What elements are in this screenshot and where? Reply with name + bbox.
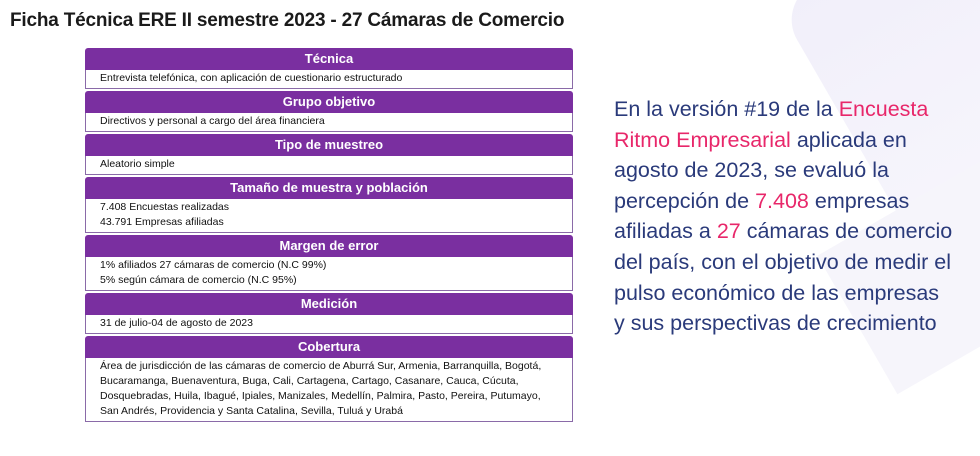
section-tipo-muestreo: Tipo de muestreo Aleatorio simple — [85, 134, 573, 175]
section-body: Entrevista telefónica, con aplicación de… — [85, 70, 573, 89]
section-body: Aleatorio simple — [85, 156, 573, 175]
summary-highlight-chambers: 27 — [716, 219, 741, 244]
section-line: Directivos y personal a cargo del área f… — [100, 115, 325, 127]
section-line: 1% afiliados 27 cámaras de comercio (N.C… — [100, 259, 327, 271]
section-body: Área de jurisdicción de las cámaras de c… — [85, 358, 573, 422]
ficha-tecnica-table: Técnica Entrevista telefónica, con aplic… — [85, 48, 573, 424]
section-header: Tipo de muestreo — [85, 134, 573, 156]
section-line: 5% según cámara de comercio (N.C 95%) — [100, 274, 297, 286]
section-header: Técnica — [85, 48, 573, 70]
section-header: Tamaño de muestra y población — [85, 177, 573, 199]
summary-text: empresas afiliadas a — [614, 188, 910, 244]
section-line: Área de jurisdicción de las cámaras de c… — [100, 360, 542, 417]
summary-text: cámaras de comercio del país, con el obj… — [614, 219, 953, 336]
section-medicion: Medición 31 de julio-04 de agosto de 202… — [85, 293, 573, 334]
section-body: Directivos y personal a cargo del área f… — [85, 113, 573, 132]
summary-text: aplicada en agosto de 2023, se evaluó la… — [614, 127, 907, 213]
section-tecnica: Técnica Entrevista telefónica, con aplic… — [85, 48, 573, 89]
section-line: Entrevista telefónica, con aplicación de… — [100, 72, 403, 84]
section-body: 1% afiliados 27 cámaras de comercio (N.C… — [85, 257, 573, 291]
section-cobertura: Cobertura Área de jurisdicción de las cá… — [85, 336, 573, 422]
summary-paragraph: En la versión #19 de la Encuesta Ritmo E… — [614, 94, 954, 339]
summary-highlight-count: 7.408 — [755, 188, 809, 213]
section-line: 43.791 Empresas afiliadas — [100, 216, 224, 228]
summary-text: En la versión #19 de la — [614, 97, 833, 121]
section-header: Medición — [85, 293, 573, 315]
section-body: 31 de julio-04 de agosto de 2023 — [85, 315, 573, 334]
section-margen-error: Margen de error 1% afiliados 27 cámaras … — [85, 235, 573, 291]
section-grupo-objetivo: Grupo objetivo Directivos y personal a c… — [85, 91, 573, 132]
summary-highlight-survey: Encuesta Ritmo Empresarial — [614, 97, 929, 152]
section-line: Aleatorio simple — [100, 158, 175, 170]
section-line: 31 de julio-04 de agosto de 2023 — [100, 317, 253, 329]
section-line: 7.408 Encuestas realizadas — [100, 201, 229, 213]
page-title: Ficha Técnica ERE II semestre 2023 - 27 … — [10, 10, 565, 31]
section-body: 7.408 Encuestas realizadas 43.791 Empres… — [85, 199, 573, 233]
section-header: Cobertura — [85, 336, 573, 358]
section-header: Margen de error — [85, 235, 573, 257]
section-header: Grupo objetivo — [85, 91, 573, 113]
section-tamano-muestra: Tamaño de muestra y población 7.408 Encu… — [85, 177, 573, 233]
